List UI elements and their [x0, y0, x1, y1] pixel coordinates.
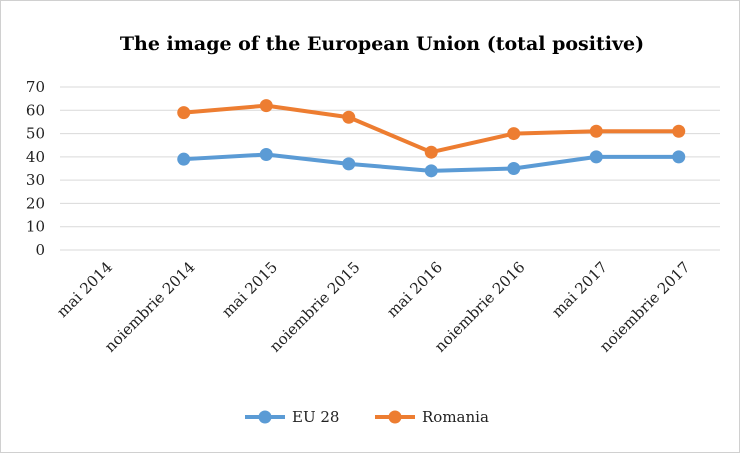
data-point [507, 127, 521, 141]
y-tick-label: 0 [35, 241, 45, 259]
chart-title: The image of the European Union (total p… [120, 33, 644, 55]
legend: EU 28 Romania [245, 408, 489, 426]
legend-label: Romania [422, 408, 489, 426]
data-point [177, 152, 191, 166]
legend-marker [258, 410, 272, 424]
y-tick-label: 40 [26, 148, 45, 166]
y-tick-label: 20 [26, 194, 45, 212]
data-point [342, 110, 356, 124]
data-point [589, 124, 603, 138]
y-tick-label: 70 [26, 78, 45, 96]
data-point [342, 157, 356, 171]
y-axis-ticks: 0 10 20 30 40 50 60 70 [26, 78, 45, 259]
y-tick-label: 60 [26, 101, 45, 119]
data-point [589, 150, 603, 164]
legend-item: EU 28 [245, 408, 339, 426]
data-point [259, 99, 273, 113]
y-tick-label: 10 [26, 218, 45, 236]
series-eu-28 [177, 148, 686, 178]
y-tick-label: 30 [26, 171, 45, 189]
legend-label: EU 28 [292, 408, 339, 426]
data-point [259, 148, 273, 162]
legend-marker [388, 410, 402, 424]
data-point [177, 106, 191, 120]
legend-item: Romania [375, 408, 489, 426]
series-romania [177, 99, 686, 159]
y-tick-label: 50 [26, 125, 45, 143]
data-point [507, 162, 521, 175]
series-layer [177, 99, 686, 178]
data-point [672, 124, 686, 138]
data-point [672, 150, 686, 164]
data-point [424, 145, 438, 159]
data-point [424, 164, 438, 178]
